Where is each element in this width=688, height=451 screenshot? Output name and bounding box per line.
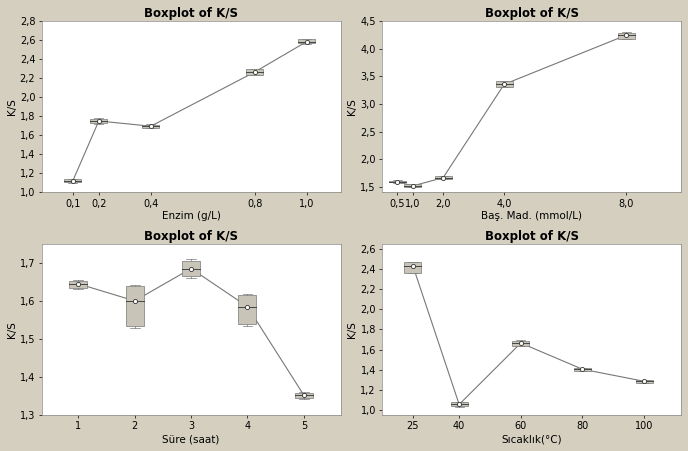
Bar: [182, 261, 200, 276]
Bar: [389, 181, 406, 182]
Bar: [295, 393, 313, 398]
Bar: [142, 125, 159, 128]
Bar: [618, 33, 634, 38]
Bar: [435, 176, 451, 179]
Y-axis label: K/S: K/S: [7, 321, 17, 338]
Bar: [451, 402, 468, 406]
Bar: [90, 119, 107, 124]
Bar: [299, 39, 315, 43]
Bar: [126, 286, 144, 326]
Bar: [239, 295, 257, 324]
Bar: [405, 262, 422, 272]
Bar: [69, 281, 87, 288]
Title: Boxplot of K/S: Boxplot of K/S: [144, 7, 238, 20]
Bar: [246, 69, 264, 75]
X-axis label: Baş. Mad. (mmol/L): Baş. Mad. (mmol/L): [481, 212, 582, 221]
Title: Boxplot of K/S: Boxplot of K/S: [484, 7, 579, 20]
Bar: [405, 184, 421, 187]
Y-axis label: K/S: K/S: [347, 98, 358, 115]
Bar: [574, 368, 591, 371]
X-axis label: Sıcaklık(°C): Sıcaklık(°C): [502, 434, 562, 444]
Y-axis label: K/S: K/S: [347, 321, 358, 338]
Bar: [496, 81, 513, 87]
Bar: [636, 380, 652, 383]
Y-axis label: K/S: K/S: [7, 98, 17, 115]
X-axis label: Enzim (g/L): Enzim (g/L): [162, 212, 220, 221]
Bar: [65, 179, 81, 182]
Title: Boxplot of K/S: Boxplot of K/S: [484, 230, 579, 243]
X-axis label: Süre (saat): Süre (saat): [162, 434, 219, 444]
Bar: [513, 341, 529, 346]
Title: Boxplot of K/S: Boxplot of K/S: [144, 230, 238, 243]
